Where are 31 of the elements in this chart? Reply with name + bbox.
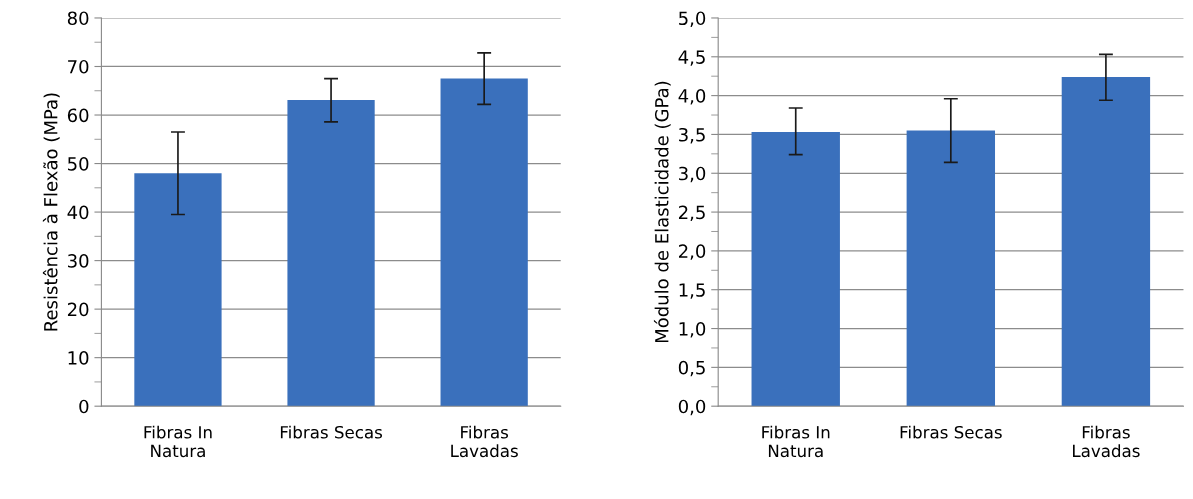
y-tick-label: 0 bbox=[79, 399, 89, 414]
y-tick-label: 40 bbox=[67, 205, 89, 220]
y-tick-label: 0,5 bbox=[678, 360, 705, 377]
x-tick-label: Fibras In Natura bbox=[762, 425, 830, 458]
y-tick-label: 5,0 bbox=[679, 11, 706, 27]
y-tick-label: 0,0 bbox=[678, 399, 706, 416]
x-tick-label: Fibras Lavadas bbox=[451, 425, 518, 458]
bar bbox=[287, 99, 375, 407]
y-tick-label: 70 bbox=[68, 59, 89, 74]
y-axis-title: Módulo de Elasticidade (GPa) bbox=[653, 81, 671, 343]
y-tick-label: 30 bbox=[68, 254, 89, 268]
x-tick-label: Fibras Secas bbox=[900, 425, 1002, 439]
y-tick-label: 4,5 bbox=[678, 50, 705, 66]
y-tick-label: 50 bbox=[68, 157, 89, 171]
y-tick-label: 4,0 bbox=[678, 89, 706, 105]
y-tick-label: 1,0 bbox=[679, 322, 706, 338]
y-tick-label: 10 bbox=[68, 351, 89, 365]
y-tick-label: 20 bbox=[67, 302, 89, 317]
y-tick-label: 60 bbox=[67, 108, 89, 123]
x-tick-label: Fibras Secas bbox=[280, 425, 383, 439]
y-axis-title: Resistência à Flexão (MPa) bbox=[42, 93, 60, 331]
y-tick-label: 3,5 bbox=[679, 127, 705, 144]
bar bbox=[134, 173, 222, 407]
x-tick-label: Fibras Lavadas bbox=[1073, 425, 1140, 458]
bar bbox=[440, 78, 528, 407]
y-tick-label: 1,5 bbox=[679, 283, 705, 299]
y-tick-label: 80 bbox=[67, 11, 89, 26]
y-tick-label: 2,5 bbox=[678, 205, 705, 222]
y-tick-label: 2,0 bbox=[678, 244, 706, 260]
x-tick-label: Fibras In Natura bbox=[144, 425, 212, 458]
y-tick-label: 3,0 bbox=[679, 166, 706, 183]
